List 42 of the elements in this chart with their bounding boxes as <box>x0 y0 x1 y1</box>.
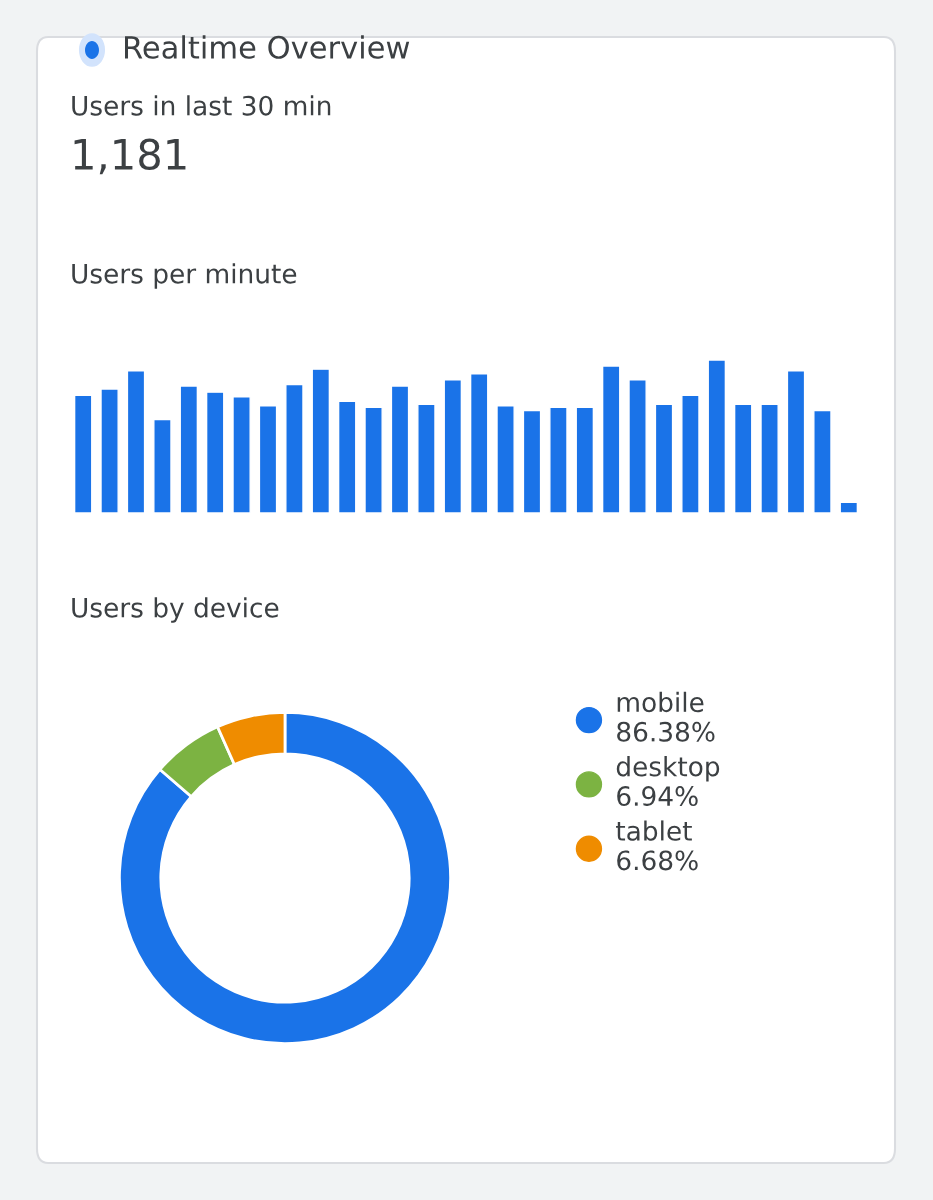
bar <box>681 394 700 513</box>
legend-label: tablet <box>616 820 692 841</box>
bar <box>126 370 146 513</box>
bar <box>549 406 568 513</box>
bar <box>179 385 199 513</box>
bar <box>364 406 383 513</box>
bar <box>443 379 463 513</box>
chart-title: Users per minute <box>72 263 297 289</box>
bar <box>258 405 278 513</box>
bar <box>601 365 621 513</box>
bar <box>73 394 93 513</box>
bar <box>285 383 304 513</box>
bar <box>232 396 251 513</box>
bar <box>496 405 515 513</box>
bar <box>522 409 542 513</box>
data-label: 6.68% <box>617 850 698 871</box>
text: 1,181 <box>74 138 186 175</box>
text: Realtime Overview <box>125 35 410 59</box>
bar <box>786 370 806 513</box>
bar <box>417 403 436 513</box>
bar <box>628 379 647 513</box>
bar <box>153 418 172 513</box>
bar <box>100 388 119 513</box>
bar <box>813 409 832 513</box>
donut-slice <box>118 711 452 1045</box>
bar <box>733 403 753 513</box>
bar <box>707 360 727 513</box>
bar <box>469 373 489 513</box>
bar <box>337 400 357 513</box>
bar <box>311 368 331 513</box>
legend-label: mobile <box>617 691 704 713</box>
bar <box>760 403 779 513</box>
legend-label: desktop <box>616 756 720 782</box>
bar <box>575 406 595 513</box>
bar <box>654 403 674 513</box>
bar <box>390 385 410 513</box>
chart-title: Users by device <box>72 597 279 623</box>
text: Users in last 30 min <box>72 95 331 116</box>
data-label: 86.38% <box>617 721 715 742</box>
bar <box>839 501 859 513</box>
bar <box>205 391 225 513</box>
data-label: 6.94% <box>617 786 698 807</box>
